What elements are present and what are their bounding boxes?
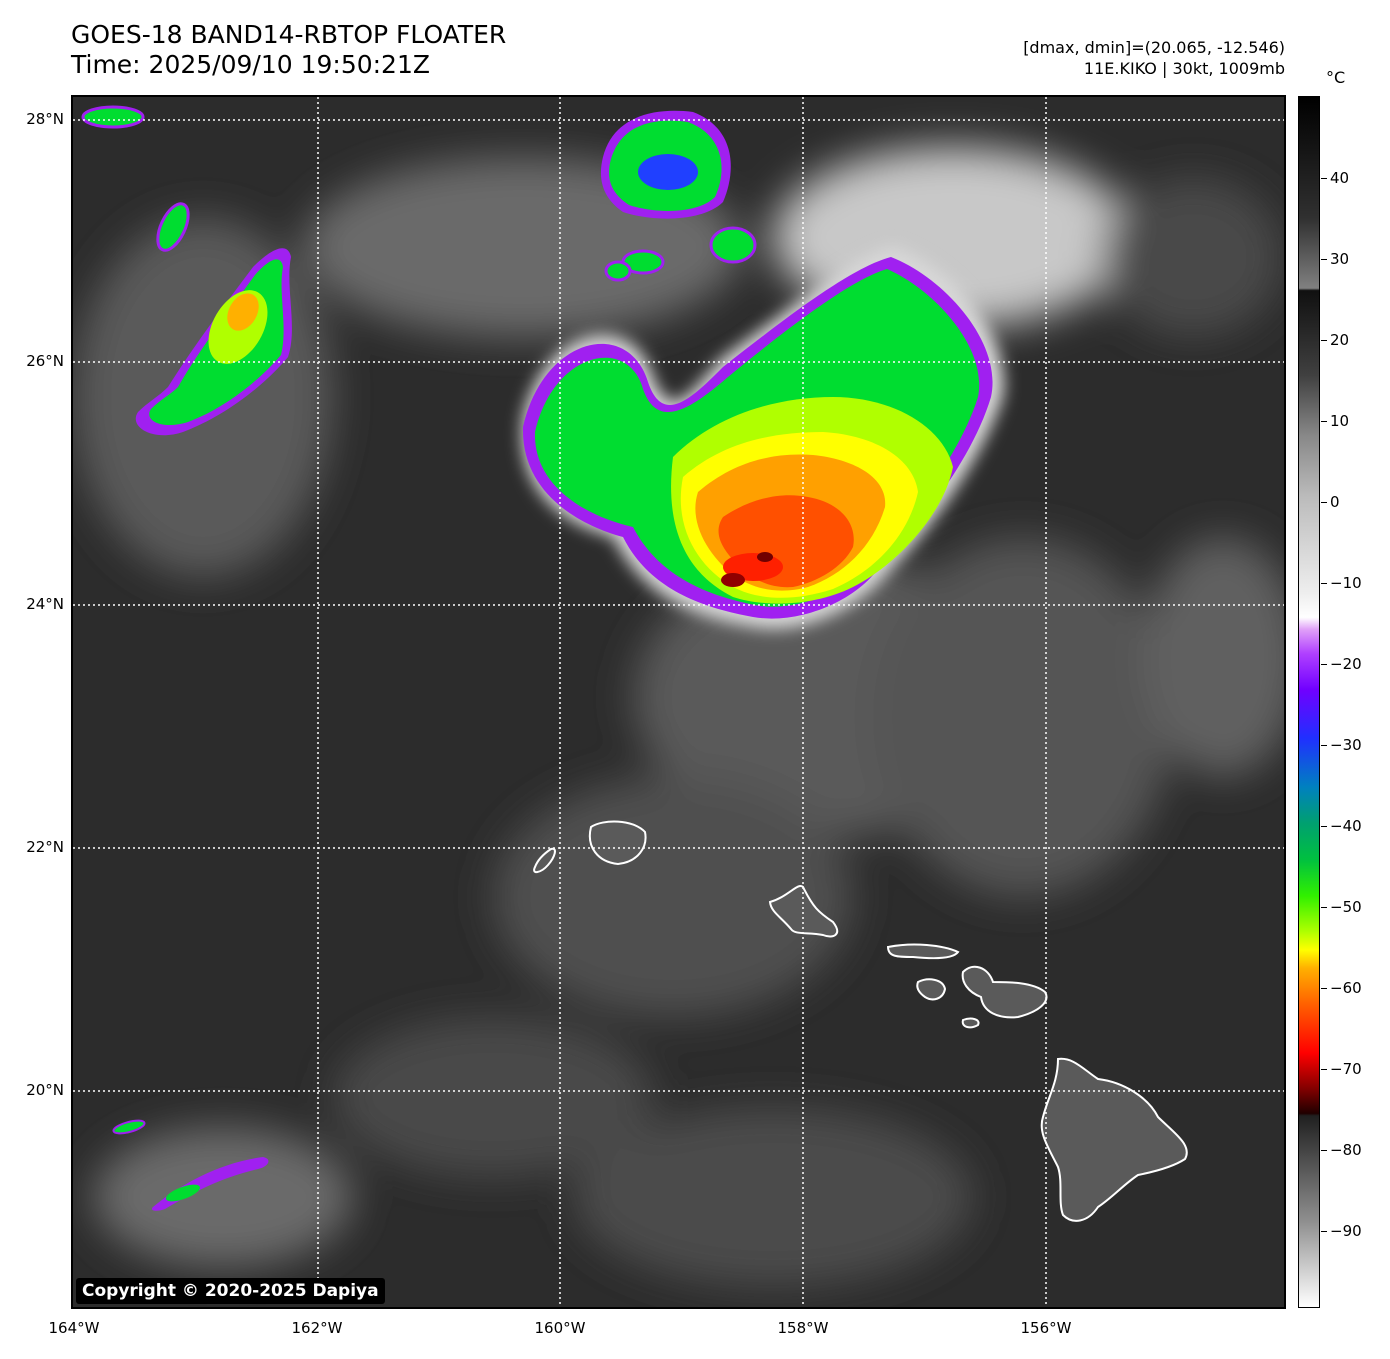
colorbar bbox=[1298, 96, 1320, 1308]
colorbar-tick-label: 0 bbox=[1330, 493, 1340, 511]
colorbar-tick bbox=[1321, 421, 1327, 422]
island-molokai bbox=[886, 943, 960, 960]
island-lanai bbox=[916, 978, 947, 1001]
title-block: GOES-18 BAND14-RBTOP FLOATER Time: 2025/… bbox=[71, 20, 506, 80]
colorbar-tick bbox=[1321, 1150, 1327, 1151]
lon-label-160w: 160°W bbox=[534, 1319, 586, 1337]
island-oahu bbox=[768, 885, 839, 938]
low-cloud-field bbox=[73, 147, 1284, 1287]
island-niihau bbox=[533, 847, 556, 873]
colorbar-tick-label: 10 bbox=[1330, 412, 1350, 430]
product-title: GOES-18 BAND14-RBTOP FLOATER bbox=[71, 20, 507, 49]
data-range: [dmax, dmin]=(20.065, -12.546) bbox=[1023, 38, 1285, 57]
colorbar-tick bbox=[1321, 826, 1327, 827]
storm-convection bbox=[521, 110, 1005, 629]
satellite-map: Copyright © 2020-2025 Dapiya bbox=[71, 95, 1286, 1309]
colorbar-tick bbox=[1321, 178, 1327, 179]
colorbar-tick bbox=[1321, 583, 1327, 584]
info-block: [dmax, dmin]=(20.065, -12.546) 11E.KIKO … bbox=[1023, 37, 1285, 79]
lat-label-20n: 20°N bbox=[26, 1081, 64, 1099]
colorbar-tick bbox=[1321, 745, 1327, 746]
lat-label-28n: 28°N bbox=[26, 110, 64, 128]
storm-info: 11E.KIKO | 30kt, 1009mb bbox=[1083, 59, 1285, 78]
lon-label-162w: 162°W bbox=[291, 1319, 343, 1337]
colorbar-tick-label: 20 bbox=[1330, 331, 1350, 349]
colorbar-tick-label: −30 bbox=[1330, 736, 1362, 754]
colorbar-tick bbox=[1321, 502, 1327, 503]
colorbar-tick bbox=[1321, 1231, 1327, 1232]
colorbar-tick bbox=[1321, 988, 1327, 989]
colorbar-tick-label: −80 bbox=[1330, 1141, 1362, 1159]
island-hawaii bbox=[1040, 1057, 1188, 1222]
copyright-label: Copyright © 2020-2025 Dapiya bbox=[76, 1278, 385, 1304]
colorbar-tick bbox=[1321, 1069, 1327, 1070]
colorbar-unit: °C bbox=[1326, 68, 1346, 87]
lon-label-158w: 158°W bbox=[777, 1319, 829, 1337]
colorbar-tick-label: 30 bbox=[1330, 250, 1350, 268]
lon-label-156w: 156°W bbox=[1020, 1319, 1072, 1337]
lon-label-164w: 164°W bbox=[48, 1319, 100, 1337]
island-maui bbox=[961, 965, 1048, 1019]
gridlines bbox=[73, 97, 1284, 1307]
colorbar-tick-label: −60 bbox=[1330, 979, 1362, 997]
colorbar-tick-label: −70 bbox=[1330, 1060, 1362, 1078]
satellite-imagery bbox=[73, 97, 1284, 1307]
colorbar-tick-label: −90 bbox=[1330, 1222, 1362, 1240]
colorbar-tick-label: −10 bbox=[1330, 574, 1362, 592]
island-kauai bbox=[588, 820, 647, 866]
colorbar-tick bbox=[1321, 340, 1327, 341]
colorbar-tick bbox=[1321, 907, 1327, 908]
lat-label-22n: 22°N bbox=[26, 838, 64, 856]
colorbar-tick bbox=[1321, 664, 1327, 665]
colorbar-tick-label: −40 bbox=[1330, 817, 1362, 835]
hawaiian-islands bbox=[533, 820, 1188, 1222]
colorbar-tick bbox=[1321, 259, 1327, 260]
colorbar-tick-label: 40 bbox=[1330, 169, 1350, 187]
northwest-convection bbox=[81, 105, 292, 436]
colorbar-tick-label: −20 bbox=[1330, 655, 1362, 673]
island-kahoolawe bbox=[961, 1017, 980, 1029]
timestamp: Time: 2025/09/10 19:50:21Z bbox=[71, 50, 430, 79]
colorbar-tick-label: −50 bbox=[1330, 898, 1362, 916]
lat-label-24n: 24°N bbox=[26, 595, 64, 613]
southwest-convection bbox=[112, 1119, 269, 1211]
lat-label-26n: 26°N bbox=[26, 352, 64, 370]
